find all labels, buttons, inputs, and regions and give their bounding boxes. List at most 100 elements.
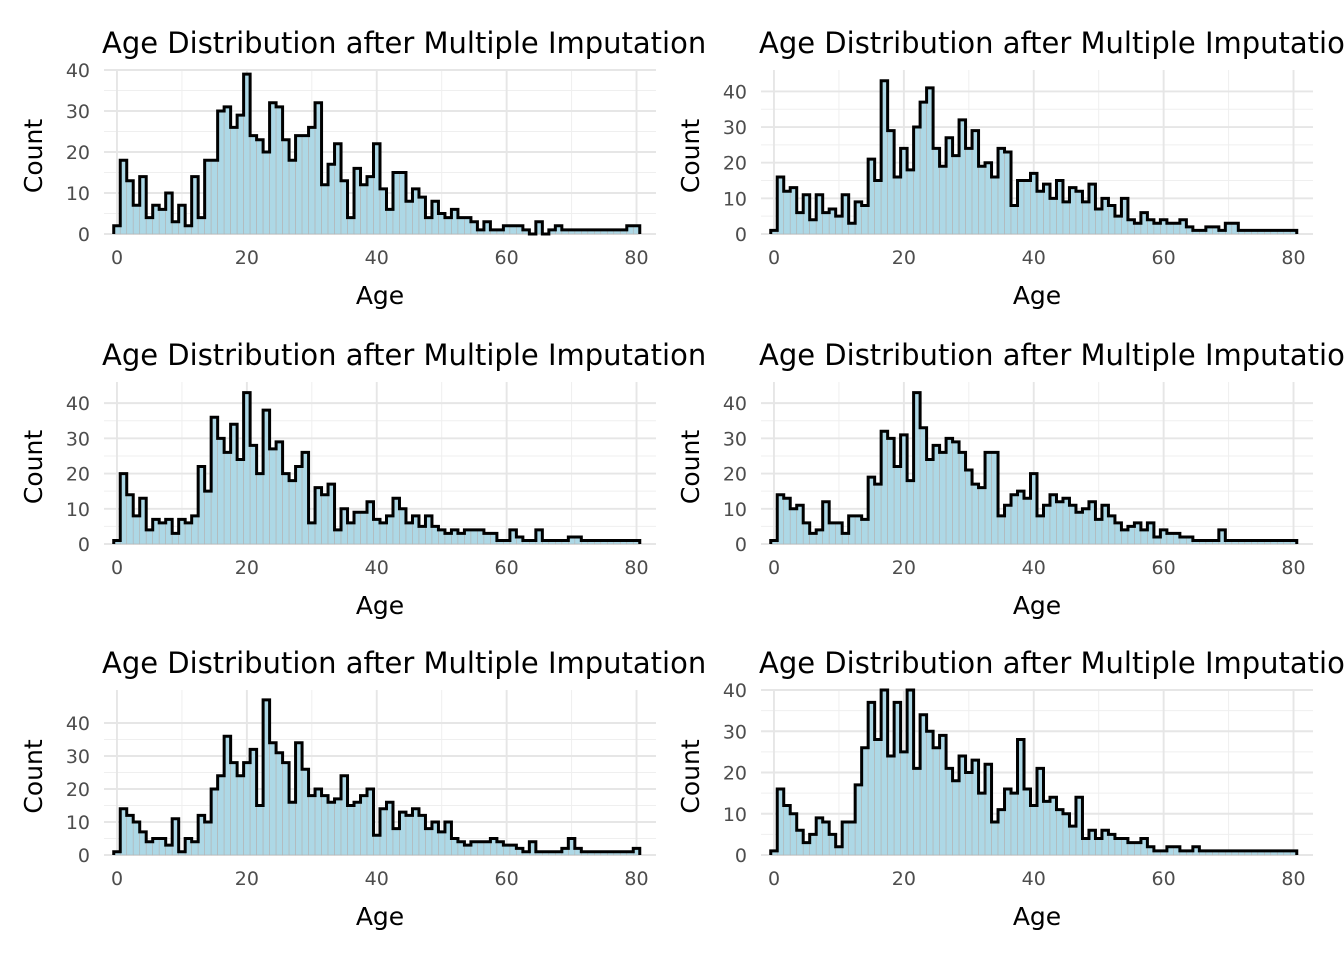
x-tick-label: 20	[235, 557, 259, 579]
histogram-bar	[204, 490, 212, 545]
histogram-bar	[1082, 201, 1090, 235]
histogram-bars	[770, 689, 1298, 856]
histogram-bar	[913, 768, 921, 856]
x-axis-title: Age	[1013, 591, 1061, 620]
histogram-bar	[353, 801, 361, 856]
histogram-bar	[900, 751, 908, 856]
x-tick-label: 60	[495, 557, 519, 579]
x-tick-label: 80	[624, 247, 648, 269]
histogram-bar	[483, 533, 491, 545]
histogram-bar	[1069, 825, 1077, 856]
histogram-bar	[457, 533, 465, 545]
x-tick-labels: 0 20 40 60 80	[111, 247, 649, 269]
y-tick-labels: 0 10 20 30 40	[723, 680, 747, 867]
histogram-bar	[321, 494, 329, 545]
histogram-bar	[1095, 838, 1103, 856]
x-tick-labels: 0 20 40 60 80	[111, 557, 649, 579]
histogram-bar	[978, 487, 986, 545]
histogram-bar	[444, 217, 452, 235]
histogram-bars	[770, 392, 1298, 545]
histogram-bar	[887, 755, 895, 856]
x-tick-labels: 0 20 40 60 80	[111, 868, 649, 890]
histogram-bar	[926, 459, 934, 545]
chart-panel-6: 0 20 40 60 80 0 10 20 30 40 Age Count Age Distributi…	[676, 646, 1344, 931]
histogram-bar	[314, 788, 322, 856]
histogram-bar	[347, 805, 355, 856]
histogram-bar	[822, 212, 830, 235]
histogram-bar	[861, 205, 869, 235]
histogram-bar	[893, 466, 901, 545]
histogram-bar	[991, 176, 999, 235]
histogram-bar	[405, 815, 413, 856]
histogram-bar	[978, 165, 986, 235]
histogram-bar	[835, 215, 843, 235]
y-tick-label: 20	[723, 763, 747, 785]
histogram-bar	[828, 522, 836, 545]
histogram-bar	[334, 798, 342, 856]
x-tick-label: 0	[111, 247, 123, 269]
histogram-bar	[210, 159, 218, 235]
histogram-bar	[327, 801, 335, 856]
y-tick-label: 10	[66, 812, 90, 834]
histogram-bar	[145, 217, 154, 235]
histogram-bar	[1134, 223, 1142, 235]
histogram-bar	[1010, 205, 1018, 235]
histogram-bar	[334, 529, 342, 545]
histogram-bar	[262, 151, 270, 235]
histogram-bar	[269, 448, 277, 545]
histogram-bar	[1036, 190, 1044, 235]
x-tick-label: 80	[1281, 868, 1305, 890]
y-tick-label: 10	[723, 804, 747, 826]
x-axis-title: Age	[356, 902, 404, 931]
histogram-bar	[470, 529, 478, 545]
x-tick-label: 0	[768, 247, 780, 269]
y-axis-title: Count	[19, 119, 48, 193]
histogram-bar	[282, 473, 290, 545]
y-tick-label: 30	[66, 101, 90, 123]
histogram-bar	[1023, 180, 1031, 235]
histogram-bar	[288, 159, 296, 235]
histogram-bar	[1153, 223, 1161, 235]
x-axis-title: Age	[1013, 902, 1061, 931]
histogram-bar	[288, 801, 296, 856]
histogram-bar	[360, 512, 368, 545]
histogram-bar	[438, 831, 446, 856]
y-tick-label: 0	[78, 224, 90, 246]
x-tick-label: 80	[624, 557, 648, 579]
y-tick-label: 20	[66, 779, 90, 801]
histogram-bar	[809, 219, 817, 235]
chart-panel-3: 0 20 40 60 80 0 10 20 30 40 Age Count Age Distributi…	[19, 338, 706, 620]
x-tick-label: 0	[768, 557, 780, 579]
chart-title: Age Distribution after Multiple Imputati…	[759, 338, 1344, 372]
histogram-bar	[256, 473, 264, 545]
y-tick-label: 40	[723, 680, 747, 702]
histogram-bar	[945, 438, 953, 545]
histogram-bar	[269, 742, 277, 856]
histogram-bar	[418, 526, 426, 545]
y-tick-label: 10	[723, 499, 747, 521]
histogram-bar	[848, 223, 856, 235]
chart-title: Age Distribution after Multiple Imputati…	[759, 26, 1344, 60]
x-tick-label: 0	[111, 868, 123, 890]
chart-panel-4: 0 20 40 60 80 0 10 20 30 40 Age Count Age Distributi…	[676, 338, 1344, 620]
y-axis-title: Count	[676, 119, 705, 193]
y-tick-label: 0	[78, 845, 90, 867]
histogram-bar	[939, 452, 947, 545]
histogram-bar	[906, 480, 914, 545]
y-tick-label: 40	[66, 393, 90, 415]
histogram-bar	[288, 480, 296, 545]
y-tick-label: 30	[723, 117, 747, 139]
histogram-bar	[347, 217, 355, 235]
y-tick-label: 30	[66, 428, 90, 450]
x-tick-label: 60	[1152, 247, 1176, 269]
y-tick-label: 20	[66, 464, 90, 486]
x-tick-label: 40	[1022, 868, 1046, 890]
chart-title: Age Distribution after Multiple Imputati…	[102, 338, 706, 372]
histogram-bar	[392, 828, 400, 856]
x-tick-label: 60	[1152, 868, 1176, 890]
histogram-bar	[321, 184, 329, 235]
histogram-bar	[841, 533, 849, 545]
x-tick-label: 0	[111, 557, 123, 579]
histogram-bar	[1062, 201, 1070, 235]
